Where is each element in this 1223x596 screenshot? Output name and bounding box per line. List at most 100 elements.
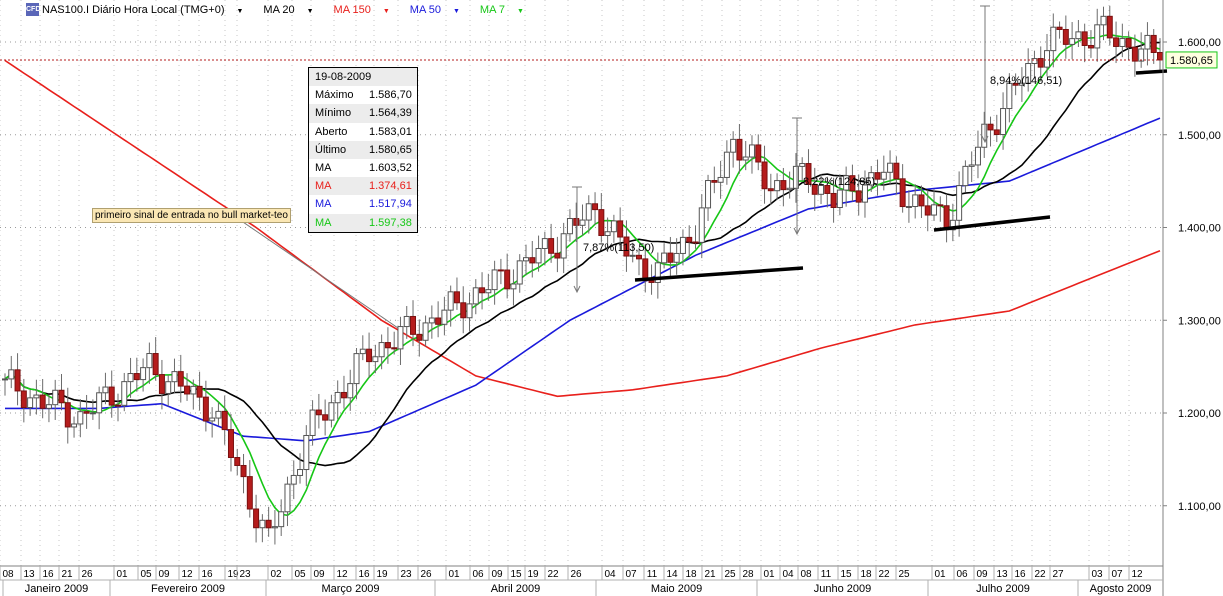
candle-body [340,391,347,399]
candle-body [234,457,241,466]
candle-body [974,146,981,166]
candle-body [880,171,887,180]
x-day-label: 23 [239,569,251,580]
candle-body [227,429,234,459]
candle-body [27,397,34,409]
candle-body [604,231,611,236]
candle-body [868,172,875,186]
candle-body [108,386,115,406]
info-row: Máximo 1.586,70 [309,86,417,104]
candle-body [77,411,84,425]
y-tick-label: 1.500,00 [1178,130,1221,142]
measure-label: 8,94%(146,51) [990,75,1062,87]
x-day-label: 22 [547,569,559,580]
info-label: Último [315,143,347,156]
candle-body [818,185,825,195]
candle-body [1113,37,1120,47]
candle-body [987,123,994,131]
x-month-label: Julho 2009 [976,583,1030,595]
grid [0,0,1163,566]
last-price-label: 1.580,65 [1170,55,1213,67]
x-day-label: 25 [898,569,910,580]
candle-body [573,218,580,226]
last-price-box [1165,51,1218,69]
candle-body [799,163,806,167]
trendline [634,266,804,282]
candle-body [202,396,209,422]
trendline [1135,69,1168,75]
candle-body [45,404,52,409]
candle-body [792,165,799,189]
candle-body [290,474,297,485]
indicator-ma7[interactable]: MA 7 ▼ [479,4,524,16]
candle-body [146,353,153,369]
candle-body [855,190,862,203]
candle-body [598,209,605,236]
data-window: 19-08-2009 Máximo 1.586,70 Mínimo 1.564,39 A… [308,67,418,233]
x-day-label: 11 [647,569,658,580]
candle-body [479,287,486,294]
annotation-pointer [239,219,399,329]
candle-body [8,369,15,380]
x-axis: 08 13 16 21 26 01 05 09 12 16 19 23 02 05 09 12 16 19 23 26… [0,565,1163,596]
candle-body [635,254,642,260]
candle-body [20,390,27,409]
candle-body [366,348,373,363]
x-day-label: 21 [704,569,716,580]
candle-body [1018,82,1025,86]
info-value: 1.597,38 [369,216,412,229]
info-value: 1.564,39 [369,107,412,120]
cfd-logo-icon: CFD [26,3,40,16]
candle-body [152,353,159,376]
x-day-label: 05 [140,569,152,580]
moving-averages [4,33,1161,517]
candle-body [14,369,21,392]
candle-body [912,194,919,208]
candle-body [309,409,316,436]
x-day-label: 16 [358,569,370,580]
candle-body [893,162,900,180]
x-day-label: 25 [724,569,736,580]
candle-body [384,342,391,349]
candle-body [416,333,423,341]
candle-body [1119,38,1126,47]
candle-body [1056,26,1063,30]
indicator-ma50[interactable]: MA 50 ▼ [409,4,460,16]
candle-body [271,526,278,529]
measure-label: 7,87%(113,50) [583,242,654,254]
candle-body [397,326,404,350]
candle-body [698,207,705,243]
candle-body [353,353,360,385]
candle-body [158,374,165,394]
candle-body [315,409,322,416]
candle-body [334,391,341,404]
candle-body [278,511,285,528]
indicator-ma20[interactable]: MA 20 ▼ [263,4,314,16]
candle-body [899,178,906,208]
y-tick-label: 1.300,00 [1178,315,1221,327]
candle-body [931,204,938,216]
candle-body [1062,28,1069,45]
x-day-label: 03 [1091,569,1103,580]
candle-body [96,392,103,414]
candle-body [541,238,548,249]
candle-body [1012,82,1019,86]
candle-body [359,348,366,355]
info-date: 19-08-2009 [309,68,417,87]
x-day-label: 12 [336,569,348,580]
candle-body [472,287,479,305]
indicator-ma150[interactable]: MA 150 ▼ [333,4,390,16]
x-day-label: 19 [527,569,539,580]
x-month-label: Março 2009 [321,583,379,595]
candle-body [993,129,1000,136]
symbol-title[interactable]: NAS100.I Diário Hora Local (TMG+0) ▼ [42,4,244,16]
candle-body [447,291,454,311]
info-row: Aberto 1.583,01 [309,123,417,141]
candle-body [560,233,567,259]
x-day-label: 06 [472,569,484,580]
info-value: 1.517,94 [369,198,412,211]
candle-body [1144,34,1151,50]
x-day-label: 27 [1052,569,1064,580]
candle-body [1094,24,1101,49]
